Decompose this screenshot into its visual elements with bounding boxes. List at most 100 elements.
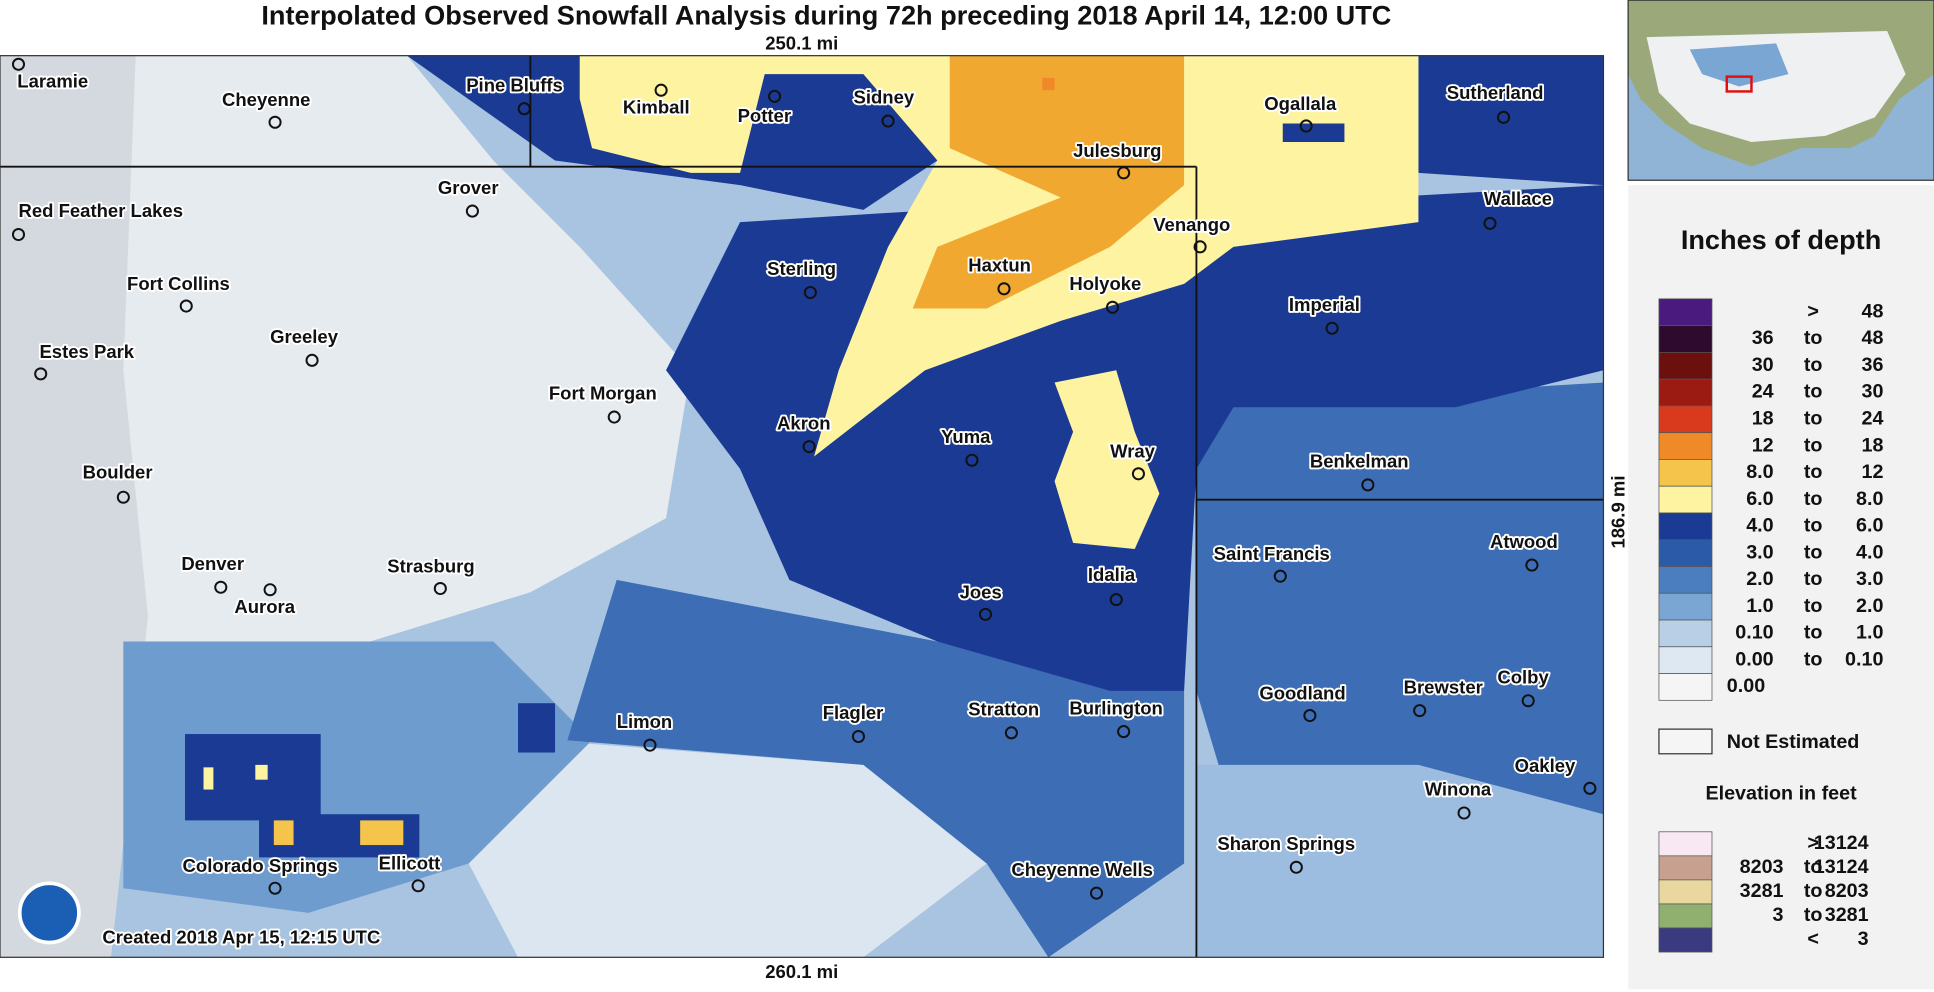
city-marker: [1483, 216, 1497, 230]
city-label: Ellicott: [379, 853, 441, 874]
legend-high: 36: [1861, 354, 1883, 376]
legend-low: 0.00: [1727, 675, 1765, 697]
city-marker: [1117, 166, 1131, 180]
cities: Laramie Cheyenne Pine Bluffs Kimball Potter S…: [11, 57, 1597, 900]
yellow-region: [360, 820, 404, 846]
city-marker: [1525, 558, 1539, 572]
legend-sep: to: [1804, 408, 1823, 430]
legend-low: 8.0: [1746, 461, 1773, 483]
city-label: Red Feather Lakes: [19, 200, 184, 221]
city-label: Yuma: [941, 426, 991, 447]
legend-high: 48: [1861, 300, 1883, 322]
legend-low: 18: [1752, 408, 1774, 430]
city-marker: [1413, 704, 1427, 718]
legend-swatch: [1658, 459, 1713, 487]
legend-high: 3: [1858, 928, 1869, 950]
city-marker: [1457, 806, 1471, 820]
legend-sep: to: [1804, 880, 1823, 902]
legend-sep: to: [1804, 856, 1823, 878]
scale-top: 250.1 mi: [765, 32, 838, 53]
legend-low: 3: [1773, 904, 1784, 926]
city-marker: [1496, 110, 1511, 124]
city-label: Brewster: [1404, 676, 1483, 697]
city-label: Ogallala: [1264, 93, 1337, 114]
legend-sep: to: [1804, 515, 1823, 537]
city-marker: [34, 367, 48, 381]
city-marker: [263, 583, 277, 597]
light-region: [1196, 764, 1604, 958]
city-marker: [11, 227, 26, 242]
city-label: Potter: [738, 105, 791, 126]
legend-swatch: [1658, 378, 1713, 407]
city-label: Kimball: [623, 97, 690, 118]
city-label: Burlington: [1069, 697, 1163, 718]
legend-sep: to: [1804, 327, 1823, 349]
legend-swatch: [1658, 405, 1713, 434]
city-label: Venango: [1153, 214, 1230, 235]
city-marker: [1303, 709, 1317, 723]
city-marker: [517, 102, 531, 116]
city-label: Laramie: [17, 71, 88, 92]
legend-swatch: [1658, 512, 1713, 541]
title: Interpolated Observed Snowfall Analysis …: [261, 0, 1391, 31]
city-marker: [643, 738, 657, 752]
not-estimated-swatch: [1658, 728, 1713, 755]
legend-high: 24: [1861, 408, 1883, 430]
state-borders: [0, 55, 1604, 958]
legend-low: 30: [1752, 354, 1774, 376]
city-marker: [1361, 478, 1375, 492]
legend-high: 1.0: [1856, 622, 1883, 644]
legend-sep: to: [1804, 622, 1823, 644]
legend-swatch: [1658, 673, 1713, 701]
city-label: Colorado Springs: [183, 855, 338, 876]
scale-bottom: 260.1 mi: [765, 961, 838, 982]
city-label: Benkelman: [1310, 451, 1409, 472]
city-marker: [1131, 467, 1145, 481]
terrain-region: [0, 55, 149, 958]
legend-high: 8203: [1825, 880, 1869, 902]
city-label: Oakley: [1515, 755, 1576, 776]
legend-low: 0.10: [1735, 622, 1773, 644]
city-label: Fort Collins: [127, 273, 230, 294]
city-marker: [1521, 694, 1535, 708]
legend-low: 3.0: [1746, 541, 1773, 563]
city-label: Idalia: [1088, 564, 1136, 585]
yellow-region: [203, 767, 214, 790]
city-label: Atwood: [1490, 531, 1558, 552]
legend-sep: to: [1804, 904, 1823, 926]
city-marker: [1273, 569, 1287, 583]
legend-low: 36: [1752, 327, 1774, 349]
city-marker: [851, 729, 865, 744]
legend-sep: to: [1804, 381, 1823, 403]
legend-low: 24: [1752, 381, 1774, 403]
legend-swatch: [1658, 298, 1713, 326]
legend-high: 3281: [1825, 904, 1869, 926]
city-label: Sutherland: [1447, 82, 1544, 103]
dark-region: [1418, 55, 1604, 186]
city-marker: [978, 607, 993, 621]
created-note: Created 2018 Apr 15, 12:15 UTC: [102, 927, 380, 948]
city-marker: [116, 490, 130, 504]
city-label: Sidney: [854, 87, 915, 108]
city-marker: [268, 881, 282, 895]
light-region: [468, 740, 987, 958]
legend-high: 13124: [1814, 832, 1869, 854]
legend-sep: to: [1804, 648, 1823, 670]
legend-low: 6.0: [1746, 488, 1773, 510]
city-label: Fort Morgan: [549, 383, 657, 404]
legend-high: 2.0: [1856, 595, 1883, 617]
legend-swatch: [1658, 879, 1713, 905]
legend-sep: to: [1804, 461, 1823, 483]
city-marker: [214, 580, 228, 594]
inset-snow: [1689, 43, 1789, 87]
legend-swatch: [1658, 485, 1713, 514]
city-marker: [802, 440, 816, 454]
city-marker: [305, 353, 319, 367]
legend-sep: >: [1807, 832, 1819, 854]
city-marker: [768, 89, 782, 103]
city-marker: [433, 581, 447, 596]
legend-low: 1.0: [1746, 595, 1773, 617]
legend-low: 2.0: [1746, 568, 1773, 590]
city-label: Colby: [1497, 666, 1549, 687]
